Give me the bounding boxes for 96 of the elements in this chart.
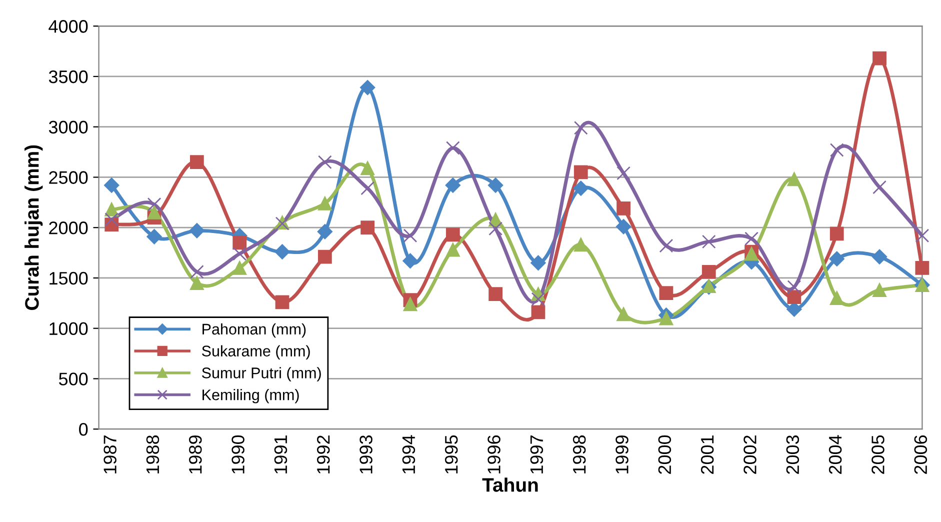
point [446,242,460,257]
point [744,232,758,246]
point [659,311,674,326]
y-tick-label: 4000 [48,20,88,33]
point [616,219,632,234]
point [104,178,120,193]
point [317,224,332,240]
point [190,276,204,290]
point [488,287,503,302]
legend-label: Sukarame (mm) [202,345,310,360]
x-tick-label: 2002 [744,436,756,474]
point [616,202,630,216]
x-tick-label: 1999 [616,435,628,474]
point [830,291,844,306]
point [574,165,588,180]
point [446,228,460,242]
point [872,283,886,297]
point [531,305,546,320]
x-tick-label: 1993 [360,435,372,474]
point [488,222,503,236]
point [915,260,930,275]
legend-label: Pahoman (mm) [202,323,306,338]
point [104,202,119,216]
x-tick-label: 1992 [316,436,330,474]
point [190,264,204,279]
x-tick-label: 1996 [488,435,500,474]
point [702,264,716,279]
x-tick-label: 1990 [232,435,244,474]
point [318,155,332,170]
y-tick-label: 500 [58,372,88,386]
x-tick-label: 1995 [444,435,458,474]
point [616,166,630,180]
point [702,234,716,249]
point [318,250,332,264]
y-tick-label: 3000 [48,120,88,134]
point [360,161,375,176]
x-tick-label: 2001 [700,436,714,474]
y-tick-label: 3500 [48,70,88,84]
point [274,244,290,260]
point [232,260,247,275]
point [829,251,844,266]
x-tick-label: 1987 [104,436,116,474]
point [147,197,162,212]
point [146,229,162,244]
point [830,143,844,157]
point [574,238,588,252]
point [232,236,247,250]
x-tick-label: 1998 [572,435,586,474]
point [318,196,332,210]
y-tick-label: 1500 [50,272,88,285]
point [275,295,290,310]
y-tick-label: 2500 [49,171,88,184]
point [787,172,802,186]
point [445,178,460,193]
y-tick-label: 0 [79,423,88,436]
point [403,228,418,243]
point [232,246,247,261]
x-tick-label: 1994 [402,435,416,474]
point [787,290,802,304]
x-tick-label: 2004 [828,435,842,474]
point [402,253,418,268]
point [360,80,376,96]
x-tick-label: 1988 [146,435,160,474]
point [872,249,888,264]
x-tick-label: 1997 [530,436,544,474]
point [830,226,844,241]
point [488,178,504,193]
x-tick-label: 2003 [786,435,800,474]
point [531,292,546,306]
y-tick-label: 2000 [49,222,88,234]
legend-label: Kemiling (mm) [202,389,299,404]
x-tick-label: 2000 [658,435,672,474]
point [659,286,674,300]
point [787,280,802,294]
legend-label: Sumur Putri (mm) [202,367,321,382]
y-axis-title: Curah hujan (mm) [24,145,43,310]
point [104,212,119,226]
point [147,206,162,220]
y-tick-label: 1000 [50,322,88,336]
x-tick-label: 2006 [914,435,928,474]
point [616,307,630,322]
x-tick-label: 2005 [872,435,884,474]
point [915,228,930,243]
point [872,180,886,194]
point [403,297,418,312]
point [530,255,546,270]
point [189,223,204,238]
point [573,180,588,196]
point [574,120,588,135]
x-tick-label: 1991 [274,436,288,474]
x-axis-title: Tahun [482,478,538,492]
point [872,51,886,66]
x-tick-label: 1989 [188,435,202,474]
point [446,141,460,155]
point [190,155,204,170]
point [360,220,375,235]
